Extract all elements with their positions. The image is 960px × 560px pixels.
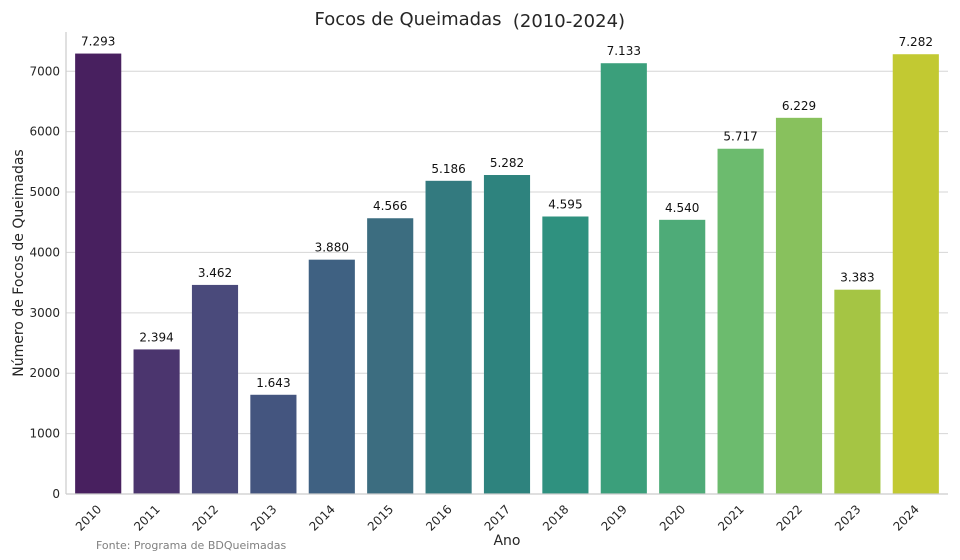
data-label-2012: 3.462	[198, 266, 232, 280]
bar-2022	[775, 117, 823, 494]
x-tick-label: 2017	[482, 502, 513, 533]
x-tick-label: 2018	[540, 502, 571, 533]
data-label-2016: 5.186	[431, 162, 465, 176]
axis-spines	[65, 32, 948, 495]
x-tick-label: 2020	[657, 502, 688, 533]
bar-2011	[133, 349, 180, 494]
data-label-2017: 5.282	[490, 156, 524, 170]
y-tick-label: 6000	[29, 125, 60, 139]
y-tick-label: 5000	[29, 185, 60, 199]
x-tick-label: 2010	[73, 502, 104, 533]
x-tick-label: 2022	[774, 502, 805, 533]
bar-2016	[425, 180, 472, 494]
y-tick-label: 4000	[29, 245, 60, 259]
chart-title: Focos de Queimadas (2010-2024)	[314, 9, 625, 32]
bar-2015	[367, 218, 414, 495]
x-tick-label: 2023	[832, 502, 863, 533]
y-tick-label: 7000	[29, 64, 60, 78]
bar-2023	[834, 289, 881, 494]
chart-title-main: Focos de Queimadas	[314, 9, 501, 30]
bar-2020	[659, 219, 706, 494]
data-label-2021: 5.717	[723, 130, 757, 144]
bar-2024	[892, 54, 939, 495]
data-label-2018: 4.595	[548, 197, 582, 211]
x-tick-label: 2021	[715, 502, 746, 533]
x-tick-label: 2015	[365, 502, 396, 533]
x-axis-label: Ano	[493, 533, 520, 549]
data-label-2019: 7.133	[607, 44, 641, 58]
bar-2012	[191, 284, 239, 494]
data-label-2015: 4.566	[373, 199, 407, 213]
bar-2021	[717, 148, 764, 494]
y-axis-label: Número de Focos de Queimadas	[11, 149, 27, 376]
x-tick-label: 2024	[890, 502, 921, 533]
x-tick-label: 2012	[190, 502, 221, 533]
x-tick-labels: 2010 2011 2012 2013 2014 2015 2016 2017 2018 2019…	[73, 502, 922, 533]
data-label-2020: 4.540	[665, 201, 699, 215]
source-note: Fonte: Programa de BDQueimadas	[96, 539, 286, 552]
bars	[75, 53, 939, 495]
data-label-2024: 7.282	[899, 35, 933, 49]
chart-title-suffix: (2010-2024)	[513, 11, 625, 32]
bar-2017	[483, 175, 531, 495]
y-tick-label: 2000	[29, 366, 60, 380]
data-labels: 7.293 2.394 3.462 1.643 3.880 4.566 5.186 5.282…	[81, 35, 933, 390]
data-label-2013: 1.643	[256, 376, 290, 390]
y-tick-label: 1000	[29, 427, 60, 441]
y-tick-labels: 0 1000 2000 3000 4000 5000 6000 7000	[29, 64, 60, 501]
bar-2014	[308, 259, 355, 494]
y-tick-label: 3000	[29, 306, 60, 320]
x-tick-label: 2014	[306, 502, 337, 533]
data-label-2010: 7.293	[81, 35, 115, 49]
x-tick-label: 2016	[423, 502, 454, 533]
data-label-2022: 6.229	[782, 99, 816, 113]
data-label-2011: 2.394	[139, 330, 173, 344]
bar-2010	[75, 53, 122, 495]
bar-2013	[250, 394, 297, 494]
x-tick-label: 2013	[248, 502, 279, 533]
bar-2018	[542, 216, 589, 494]
x-tick-label: 2011	[131, 502, 162, 533]
y-tick-label: 0	[52, 487, 60, 501]
bar-2019	[600, 63, 647, 494]
x-tick-label: 2019	[598, 502, 629, 533]
data-label-2014: 3.880	[315, 241, 349, 255]
data-label-2023: 3.383	[840, 271, 874, 285]
